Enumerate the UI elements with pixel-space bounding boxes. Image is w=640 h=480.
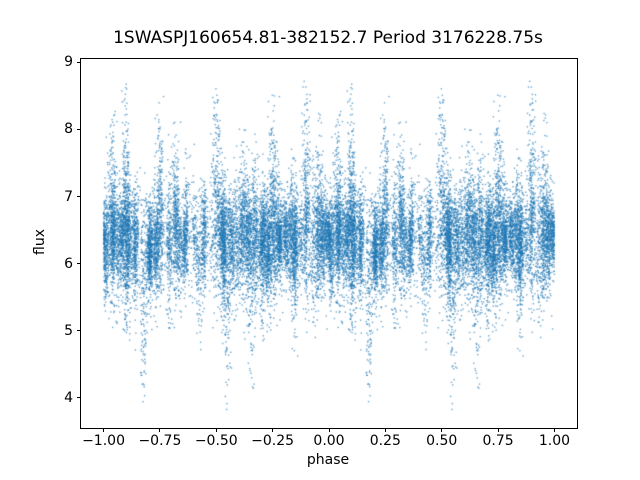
x-tick [159, 428, 161, 432]
y-tick [77, 61, 81, 63]
x-tick [272, 428, 274, 432]
x-tick [103, 428, 105, 432]
y-tick [77, 128, 81, 130]
x-tick [553, 428, 555, 432]
x-tick-label: 0.25 [369, 433, 401, 449]
x-tick [215, 428, 217, 432]
y-tick [77, 330, 81, 332]
x-tick-label: 0.50 [426, 433, 458, 449]
x-tick-label: −0.25 [251, 433, 295, 449]
x-tick [328, 428, 330, 432]
y-tick-label: 9 [64, 54, 73, 71]
x-tick [441, 428, 443, 432]
x-tick-label: 0.00 [313, 433, 345, 449]
scatter-points-canvas [81, 59, 577, 428]
y-tick-label: 5 [64, 322, 73, 339]
y-tick [77, 196, 81, 198]
y-tick-label: 7 [64, 188, 73, 205]
x-tick-label: −0.50 [194, 433, 238, 449]
x-tick-label: −1.00 [82, 433, 125, 449]
plot-area: −1.00 −0.75 −0.50 −0.25 0.00 0.25 0.50 0.75 1.00… [64, 54, 578, 449]
x-axis-label: phase [306, 452, 350, 468]
x-tick-label: 1.00 [538, 433, 571, 449]
y-tick [77, 397, 81, 399]
y-tick-label: 4 [64, 389, 73, 406]
x-tick [497, 428, 499, 432]
x-tick-label: −0.75 [138, 433, 182, 449]
y-tick-label: 8 [64, 121, 73, 138]
y-tick [77, 263, 81, 265]
y-tick-label: 6 [64, 255, 73, 272]
y-axis-label: flux [32, 229, 48, 255]
x-tick [384, 428, 386, 432]
x-tick-label: 0.75 [482, 433, 514, 449]
chart-title: 1SWASPJ160654.81-382152.7 Period 3176228… [113, 28, 543, 48]
